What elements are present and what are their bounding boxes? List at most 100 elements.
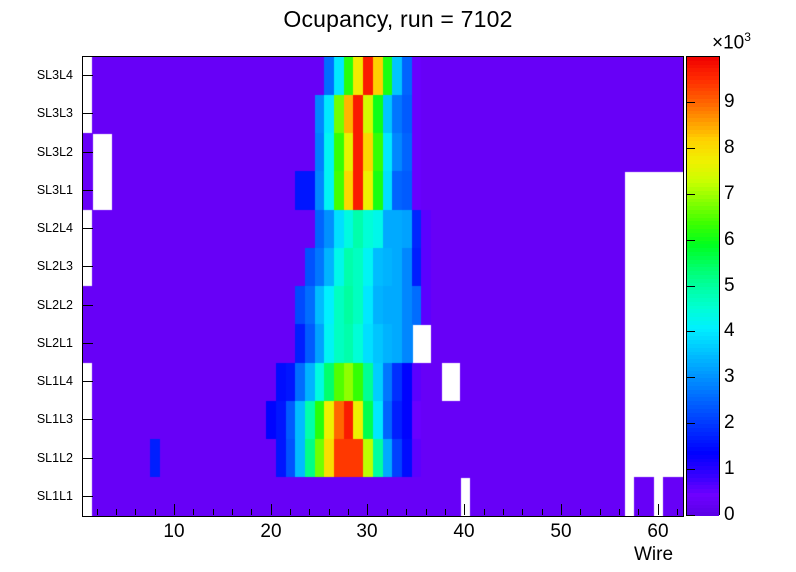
color-scale-swatch xyxy=(687,95,719,100)
z-tick-label: 1 xyxy=(724,458,735,479)
x-tick-minor xyxy=(542,509,543,515)
color-scale-swatch xyxy=(687,129,719,134)
y-tick xyxy=(82,305,93,306)
y-tick-label-sl2l3: SL2L3 xyxy=(36,259,73,273)
x-tick-minor xyxy=(580,509,581,515)
color-scale-exponent: ×103 xyxy=(712,30,751,54)
heatmap-canvas[interactable] xyxy=(83,57,683,516)
x-tick-minor xyxy=(638,509,639,515)
color-scale-swatch xyxy=(687,164,719,169)
z-tick xyxy=(686,240,695,241)
color-scale-swatch xyxy=(687,60,719,65)
color-scale-swatch xyxy=(687,248,719,253)
x-tick-minor xyxy=(619,509,620,515)
color-scale-swatch xyxy=(687,366,719,371)
y-tick-label-sl1l1: SL1L1 xyxy=(36,489,73,503)
y-tick-label-sl2l2: SL2L2 xyxy=(36,298,73,312)
color-scale-swatch xyxy=(687,144,719,149)
color-scale-swatch xyxy=(687,282,719,287)
color-scale-swatch xyxy=(687,370,719,375)
color-scale-swatch xyxy=(687,340,719,345)
color-scale-swatch xyxy=(687,175,719,180)
color-scale-swatch xyxy=(687,217,719,222)
color-scale-swatch xyxy=(687,206,719,211)
color-scale-swatch xyxy=(687,198,719,203)
color-scale-swatch xyxy=(687,301,719,306)
x-tick-major xyxy=(367,504,368,515)
y-tick xyxy=(82,228,93,229)
x-tick-minor xyxy=(309,509,310,515)
y-tick xyxy=(82,75,93,76)
color-scale-swatch xyxy=(687,420,719,425)
color-scale-swatch xyxy=(687,286,719,291)
color-scale-swatch xyxy=(687,466,719,471)
color-scale-swatch xyxy=(687,244,719,249)
color-scale-swatch xyxy=(687,194,719,199)
color-scale-swatch xyxy=(687,83,719,88)
z-tick-label: 6 xyxy=(724,229,735,250)
color-scale-swatch xyxy=(687,320,719,325)
x-tick-minor xyxy=(445,509,446,515)
color-scale-swatch xyxy=(687,473,719,478)
color-scale-swatch xyxy=(687,118,719,123)
color-scale-swatch xyxy=(687,57,719,61)
color-scale-swatch xyxy=(687,343,719,348)
x-tick-minor xyxy=(193,509,194,515)
z-tick-label: 5 xyxy=(724,275,735,296)
x-tick-label: 20 xyxy=(260,521,282,542)
y-tick xyxy=(82,419,93,420)
y-tick-label-sl2l4: SL2L4 xyxy=(36,221,73,235)
color-scale-swatch xyxy=(687,252,719,257)
color-scale-swatch xyxy=(687,481,719,486)
color-scale-swatch xyxy=(687,305,719,310)
color-scale-swatch xyxy=(687,167,719,172)
y-tick xyxy=(82,381,93,382)
color-scale-swatch xyxy=(687,102,719,107)
y-tick xyxy=(82,458,93,459)
y-tick xyxy=(82,113,93,114)
z-tick xyxy=(686,515,695,516)
color-scale-swatch xyxy=(687,351,719,356)
color-scale-swatch xyxy=(687,408,719,413)
color-scale-swatch xyxy=(687,485,719,490)
color-scale-swatch xyxy=(687,382,719,387)
color-scale-swatch xyxy=(687,428,719,433)
z-tick xyxy=(686,194,695,195)
x-tick-minor xyxy=(522,509,523,515)
color-scale-swatch xyxy=(687,236,719,241)
z-tick-label: 8 xyxy=(724,137,735,158)
y-tick xyxy=(82,266,93,267)
color-scale-swatch xyxy=(687,213,719,218)
color-scale-swatch xyxy=(687,183,719,188)
color-scale-swatch xyxy=(687,202,719,207)
color-scale-swatch xyxy=(687,137,719,142)
z-tick xyxy=(686,148,695,149)
y-tick-label-sl1l3: SL1L3 xyxy=(36,412,73,426)
x-tick-major xyxy=(561,504,562,515)
color-scale-swatch xyxy=(687,64,719,69)
color-scale-swatch xyxy=(687,309,719,314)
color-scale-swatch xyxy=(687,114,719,119)
x-tick-minor xyxy=(251,509,252,515)
color-scale-swatch xyxy=(687,431,719,436)
color-scale-bar xyxy=(686,56,720,517)
x-axis-title: Wire xyxy=(634,544,674,565)
color-scale-swatch xyxy=(687,125,719,130)
color-scale-swatch xyxy=(687,148,719,153)
color-scale-swatch xyxy=(687,435,719,440)
page-title: Ocupancy, run = 7102 xyxy=(283,6,513,32)
x-tick-label: 60 xyxy=(647,521,669,542)
color-scale-swatch xyxy=(687,255,719,260)
color-scale-swatch xyxy=(687,156,719,161)
color-scale-swatch xyxy=(687,190,719,195)
color-scale-swatch xyxy=(687,290,719,295)
color-scale-swatch xyxy=(687,443,719,448)
color-scale-swatch xyxy=(687,171,719,176)
color-scale-swatch xyxy=(687,313,719,318)
color-scale-swatch xyxy=(687,267,719,272)
color-scale-swatch xyxy=(687,458,719,463)
color-scale-swatch xyxy=(687,332,719,337)
y-tick-label-sl3l1: SL3L1 xyxy=(36,183,73,197)
color-scale-swatch xyxy=(687,317,719,322)
color-scale-swatch xyxy=(687,405,719,410)
